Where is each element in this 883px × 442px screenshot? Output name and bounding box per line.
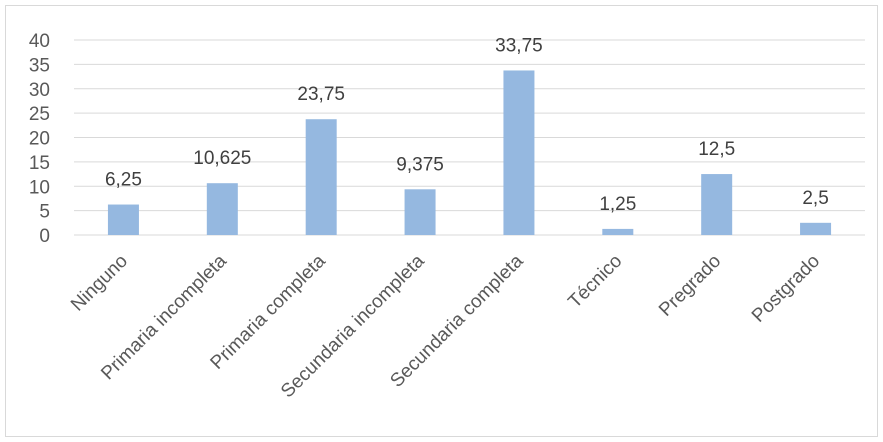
y-tick-label: 25 xyxy=(29,104,50,125)
category-label: Técnico xyxy=(564,251,626,313)
bar xyxy=(602,228,634,235)
data-label: 9,375 xyxy=(396,154,444,175)
y-tick-label: 30 xyxy=(29,80,50,101)
data-label: 12,5 xyxy=(698,139,735,160)
data-label: 6,25 xyxy=(105,170,142,191)
category-label: Pregrado xyxy=(655,251,725,321)
y-tick-label: 35 xyxy=(29,55,50,76)
category-label: Postgrado xyxy=(748,251,824,327)
y-tick-label: 5 xyxy=(39,202,50,223)
data-label: 2,5 xyxy=(802,188,828,209)
data-label: 33,75 xyxy=(495,35,543,56)
y-tick-label: 15 xyxy=(29,153,50,174)
y-tick-label: 0 xyxy=(39,226,50,247)
y-tick-label: 40 xyxy=(29,31,50,52)
bar xyxy=(800,222,832,235)
data-label: 23,75 xyxy=(297,84,345,105)
bar xyxy=(503,70,535,235)
bar xyxy=(404,189,436,235)
y-tick-label: 20 xyxy=(29,129,50,150)
bar xyxy=(206,183,238,235)
bar xyxy=(305,119,337,235)
bar xyxy=(701,174,733,235)
bar xyxy=(107,204,139,235)
chart-frame xyxy=(5,5,878,437)
data-label: 1,25 xyxy=(599,194,636,215)
y-tick-label: 10 xyxy=(29,177,50,198)
data-label: 10,625 xyxy=(193,148,251,169)
category-label: Ninguno xyxy=(67,251,132,316)
